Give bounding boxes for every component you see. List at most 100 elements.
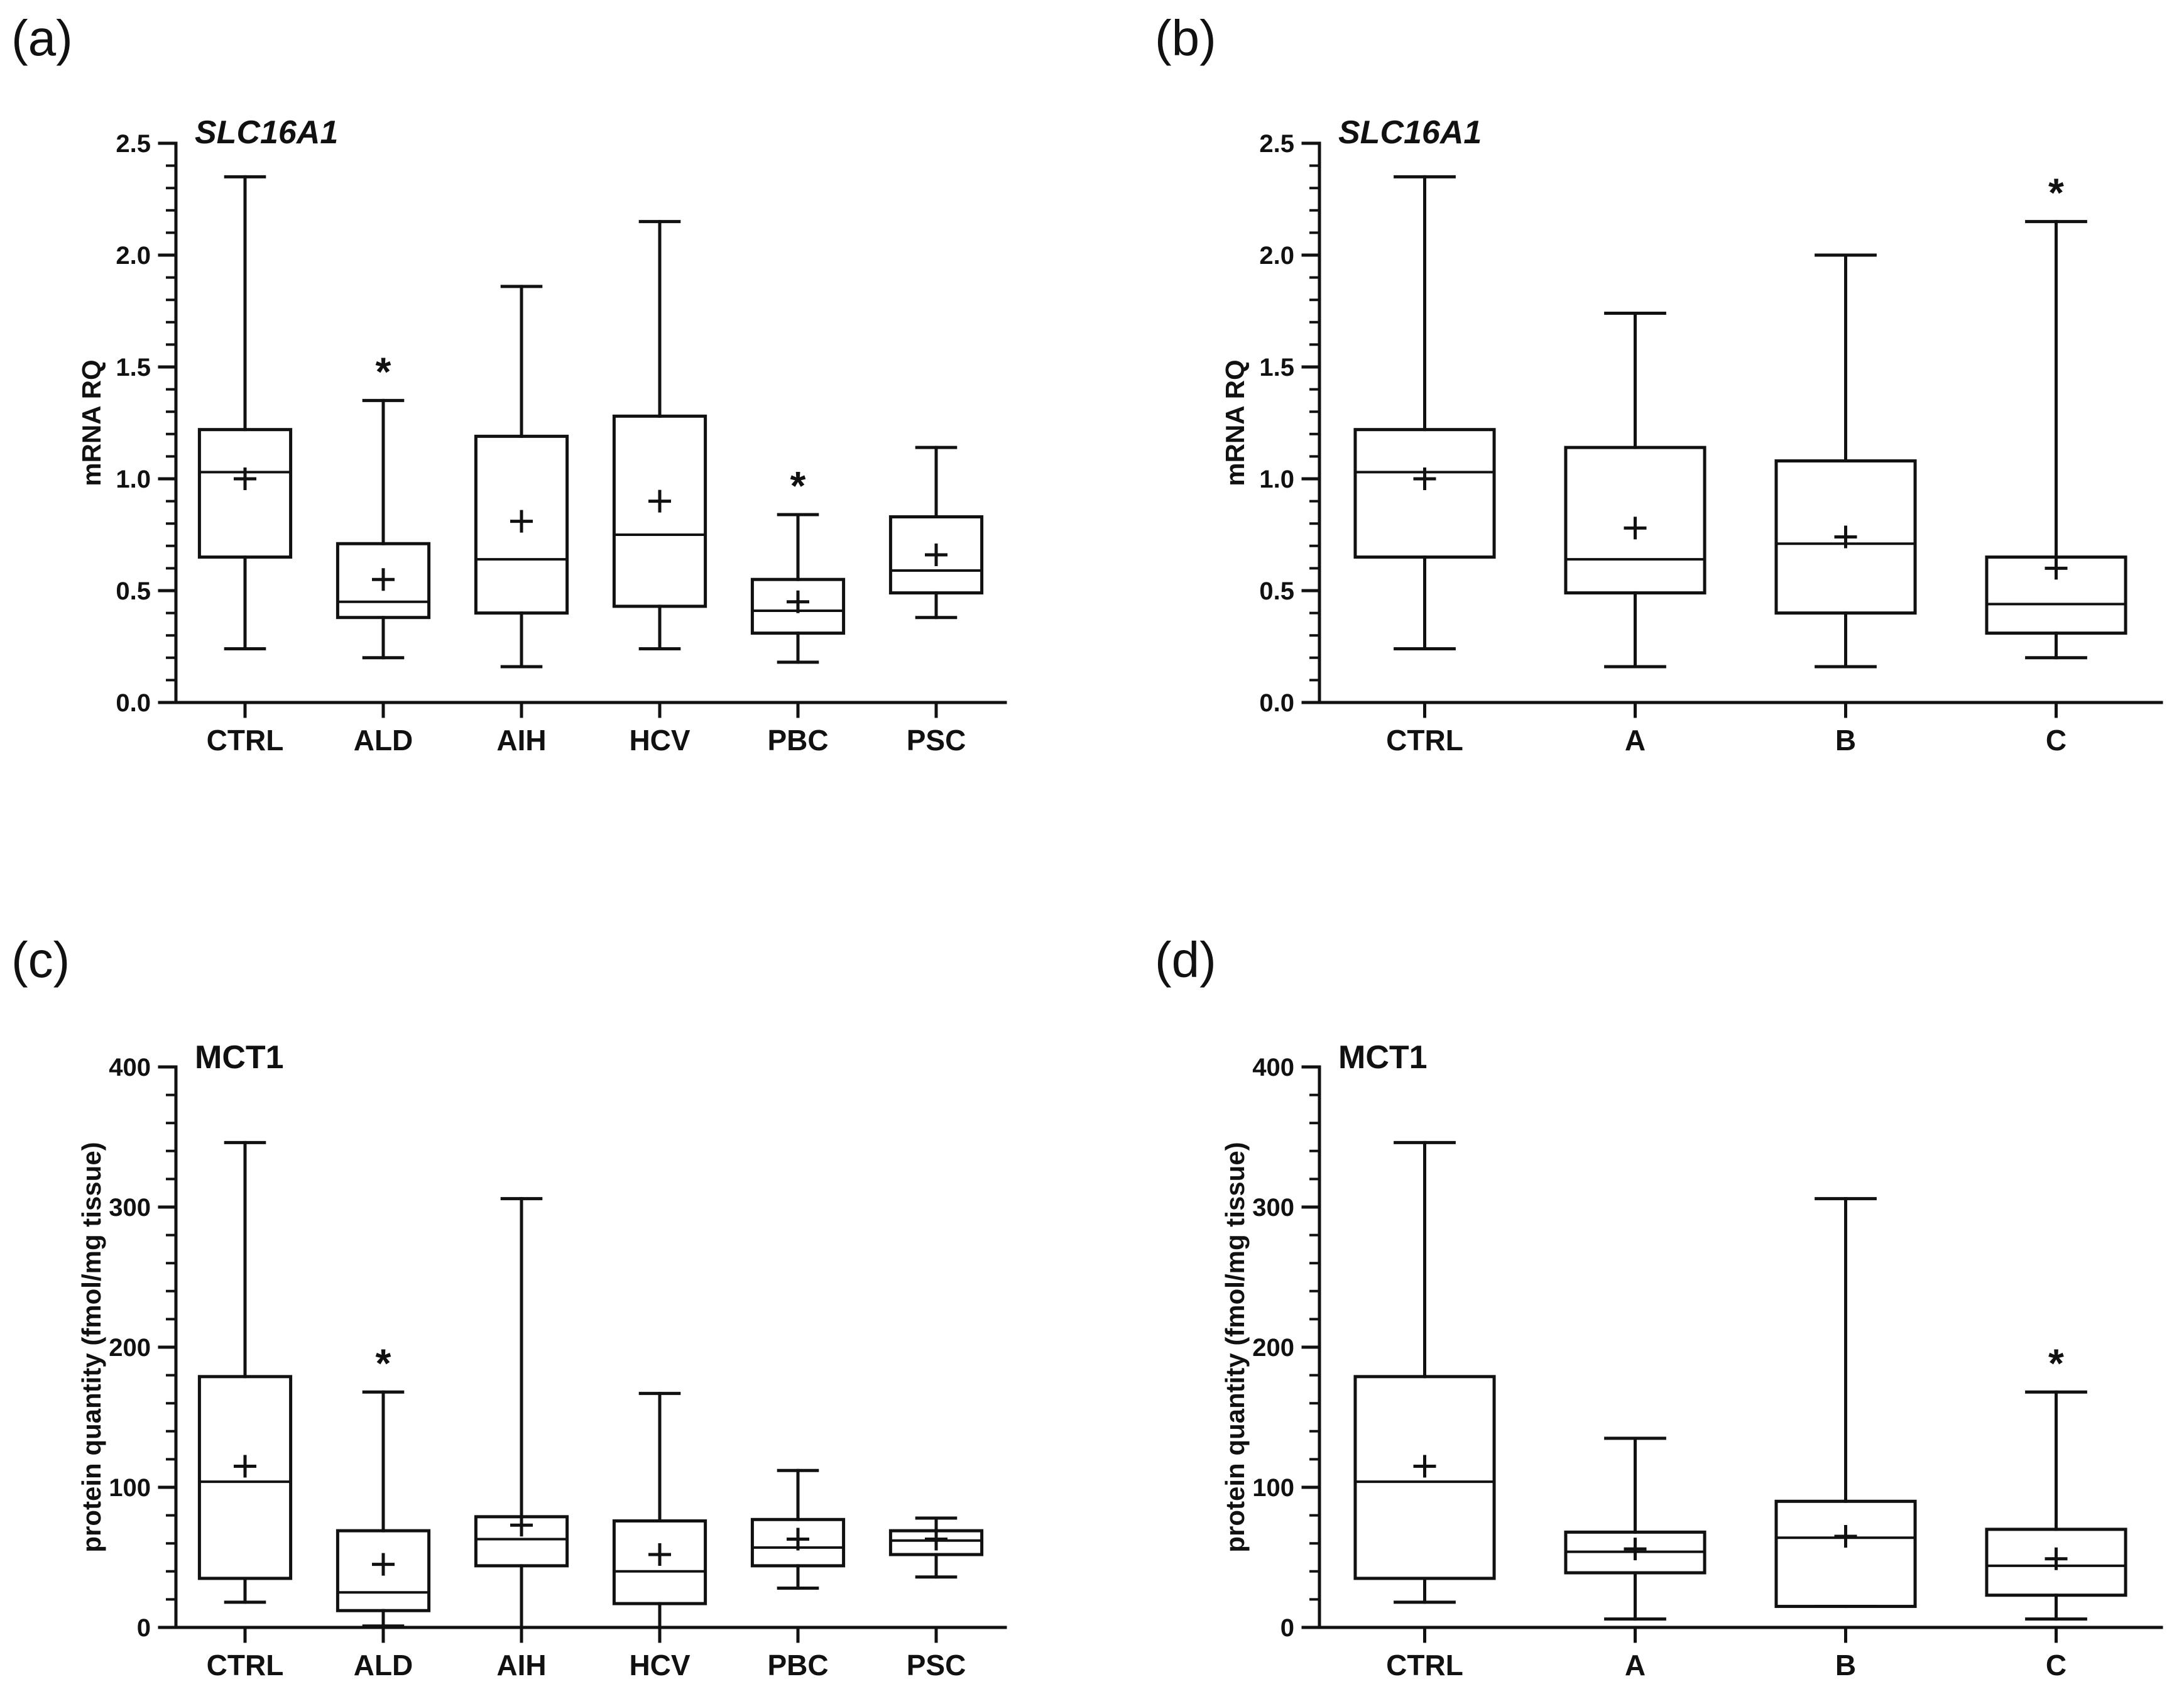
box-aih [474, 434, 569, 615]
y-tick-label: 400 [109, 1054, 151, 1081]
x-tick-label: A [1625, 724, 1646, 757]
panel-label: (d) [1155, 932, 1216, 988]
x-tick-label: PSC [907, 724, 966, 757]
y-tick-label: 1.5 [1259, 354, 1294, 381]
y-axis-title: protein quantity (fmol/mg tissue) [1220, 1142, 1250, 1552]
chart-title: SLC16A1 [1338, 114, 1482, 151]
box-ald [336, 1529, 431, 1612]
box-hcv [612, 1519, 707, 1605]
x-tick-label: PBC [767, 1649, 828, 1681]
x-tick-label: A [1625, 1649, 1646, 1681]
significance-star: * [2048, 170, 2064, 216]
mean-marker [2045, 1547, 2068, 1570]
y-axis-title: mRNA RQ [1220, 359, 1250, 486]
panel-label: (a) [11, 10, 73, 66]
x-tick-label: B [1835, 1649, 1856, 1681]
box-pbc [750, 577, 846, 635]
chart-title: MCT1 [195, 1039, 284, 1076]
chart-panel-d: (d) MCT1 0 100 200 300 400 protein quantity (fm… [1155, 932, 2163, 1681]
x-tick-label: PBC [767, 724, 828, 757]
y-tick-label: 1.0 [1259, 466, 1294, 493]
y-tick-label: 2.5 [116, 130, 151, 158]
mean-marker [2045, 557, 2068, 580]
significance-star: * [376, 349, 391, 394]
box-pbc [750, 1517, 846, 1568]
box-c [1985, 1528, 2127, 1597]
mean-marker [1413, 1455, 1436, 1478]
y-tick-label: 0.5 [116, 577, 151, 605]
box-ctrl [197, 428, 293, 559]
mean-marker [1834, 1525, 1857, 1548]
x-tick-label: HCV [629, 1649, 690, 1681]
chart-panel-b: (b) SLC16A1 0.0 0.5 1.0 1.5 2.0 2.5 mRNA RQ CTRL A… [1155, 10, 2163, 757]
y-tick-label: 0.0 [116, 689, 151, 717]
box-b [1774, 459, 1917, 615]
y-tick-label: 0 [137, 1614, 151, 1642]
x-tick-label: B [1835, 724, 1856, 757]
y-tick-label: 300 [1252, 1194, 1294, 1222]
mean-marker [1624, 1538, 1647, 1561]
box-ctrl [1353, 428, 1496, 559]
box-a [1564, 445, 1706, 595]
y-tick-label: 0.0 [1259, 689, 1294, 717]
x-tick-label: CTRL [207, 724, 284, 757]
x-tick-label: ALD [354, 1649, 413, 1681]
chart-title: SLC16A1 [195, 114, 338, 151]
mean-marker [925, 1528, 947, 1551]
panel-label: (c) [11, 932, 70, 988]
x-tick-label: PSC [907, 1649, 966, 1681]
x-tick-label: ALD [354, 724, 413, 757]
y-tick-label: 200 [109, 1334, 151, 1362]
box-ctrl [197, 1375, 293, 1580]
x-tick-label: CTRL [207, 1649, 284, 1681]
y-axis-title: protein quantity (fmol/mg tissue) [77, 1142, 106, 1552]
mean-marker [1834, 525, 1857, 549]
box-ctrl [1353, 1375, 1496, 1580]
y-tick-label: 1.5 [116, 354, 151, 381]
y-tick-label: 1.0 [116, 466, 151, 493]
y-tick-label: 2.0 [1259, 242, 1294, 270]
y-tick-label: 2.0 [116, 242, 151, 270]
chart-title: MCT1 [1338, 1039, 1428, 1076]
mean-marker [372, 1553, 395, 1576]
mean-marker [372, 568, 395, 591]
box-b [1774, 1499, 1917, 1609]
mean-marker [510, 510, 533, 533]
box-hcv [612, 414, 707, 608]
x-tick-label: CTRL [1386, 724, 1463, 757]
y-tick-label: 300 [109, 1194, 151, 1222]
x-tick-label: HCV [629, 724, 690, 757]
box-ald [336, 542, 431, 620]
y-axis-title: mRNA RQ [77, 359, 106, 486]
mean-marker [234, 467, 256, 490]
mean-marker [1413, 467, 1436, 490]
mean-marker [787, 590, 809, 613]
mean-marker [648, 489, 671, 513]
chart-panel-a: (a) SLC16A1 0.0 0.5 1.0 1.5 2.0 2.5 mRNA RQ CTRL A… [11, 10, 1007, 757]
mean-marker [925, 544, 947, 567]
panel-label: (b) [1155, 10, 1216, 66]
x-tick-label: AIH [496, 724, 546, 757]
y-tick-label: 200 [1252, 1334, 1294, 1362]
mean-marker [787, 1528, 809, 1551]
mean-marker [510, 1514, 533, 1537]
significance-star: * [790, 463, 806, 508]
y-tick-label: 0 [1280, 1614, 1294, 1642]
y-tick-label: 400 [1252, 1054, 1294, 1081]
y-tick-label: 0.5 [1259, 577, 1294, 605]
mean-marker [1624, 517, 1647, 540]
significance-star: * [2048, 1340, 2064, 1386]
y-tick-label: 100 [1252, 1474, 1294, 1502]
y-tick-label: 100 [109, 1474, 151, 1502]
box-psc [888, 515, 984, 595]
x-tick-label: C [2046, 724, 2067, 757]
mean-marker [234, 1455, 256, 1478]
x-tick-label: AIH [496, 1649, 546, 1681]
x-tick-label: CTRL [1386, 1649, 1463, 1681]
y-tick-label: 2.5 [1259, 130, 1294, 158]
x-tick-label: C [2046, 1649, 2067, 1681]
chart-panel-c: (c) MCT1 0 100 200 300 400 protein quantity (fm… [11, 932, 1007, 1681]
mean-marker [648, 1543, 671, 1566]
significance-star: * [376, 1340, 391, 1386]
